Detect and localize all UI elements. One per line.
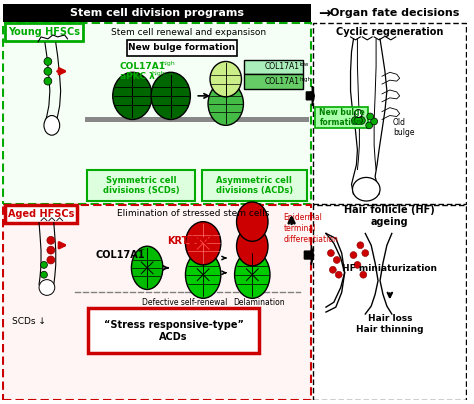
Text: Defective self-renewal: Defective self-renewal	[142, 298, 227, 307]
Text: COL17A1: COL17A1	[95, 250, 145, 260]
Ellipse shape	[185, 251, 221, 298]
Text: +: +	[188, 234, 195, 243]
Circle shape	[371, 118, 378, 125]
FancyBboxPatch shape	[313, 23, 466, 204]
FancyBboxPatch shape	[3, 205, 311, 400]
Text: Stem cell renewal and expansison: Stem cell renewal and expansison	[111, 27, 266, 36]
Text: Organ fate decisions: Organ fate decisions	[330, 8, 459, 18]
Text: Delamination: Delamination	[233, 298, 285, 307]
FancyBboxPatch shape	[127, 40, 237, 56]
Ellipse shape	[208, 82, 244, 125]
Text: Epidermal
terminal
differentiation: Epidermal terminal differentiation	[284, 213, 338, 244]
Text: KRT1: KRT1	[167, 236, 195, 246]
Circle shape	[357, 242, 364, 249]
Text: ⁻: ⁻	[139, 247, 145, 257]
Circle shape	[47, 236, 55, 244]
Ellipse shape	[235, 251, 270, 298]
Text: Stem cell division programs: Stem cell division programs	[70, 8, 244, 18]
Ellipse shape	[44, 67, 52, 75]
Text: Asymmetric cell
divisions (ACDs): Asymmetric cell divisions (ACDs)	[216, 176, 293, 195]
FancyBboxPatch shape	[245, 74, 303, 89]
Text: “Stress responsive-type”
ACDs: “Stress responsive-type” ACDs	[104, 320, 244, 341]
Text: high: high	[300, 77, 311, 82]
Text: aPKC λ: aPKC λ	[119, 72, 155, 81]
Text: →: →	[318, 6, 330, 21]
Text: New bulge
formation: New bulge formation	[319, 108, 365, 127]
FancyBboxPatch shape	[5, 205, 77, 223]
Ellipse shape	[237, 227, 268, 266]
Text: HF miniaturization: HF miniaturization	[342, 264, 438, 274]
Circle shape	[360, 271, 367, 278]
Ellipse shape	[113, 72, 152, 120]
FancyBboxPatch shape	[202, 170, 307, 201]
Text: Young HFSCs: Young HFSCs	[8, 27, 80, 37]
FancyBboxPatch shape	[87, 170, 195, 201]
Circle shape	[367, 113, 374, 120]
Text: Cyclic regeneration: Cyclic regeneration	[336, 27, 444, 37]
FancyBboxPatch shape	[3, 23, 311, 204]
Ellipse shape	[44, 77, 52, 85]
Text: Old
bulge: Old bulge	[393, 118, 414, 137]
FancyBboxPatch shape	[5, 23, 83, 41]
Circle shape	[328, 250, 334, 257]
Text: COL17A1: COL17A1	[119, 62, 165, 71]
Text: Hair follicle (HF)
ageing: Hair follicle (HF) ageing	[345, 204, 435, 227]
FancyBboxPatch shape	[315, 107, 368, 128]
Circle shape	[335, 271, 342, 278]
Ellipse shape	[185, 222, 221, 265]
Circle shape	[366, 122, 373, 129]
Ellipse shape	[44, 57, 52, 65]
Text: Aged HFSCs: Aged HFSCs	[8, 209, 74, 219]
Text: high: high	[151, 71, 165, 76]
Text: low: low	[300, 62, 309, 67]
Text: COL17A1: COL17A1	[265, 77, 300, 86]
Text: Elimination of stressed stem cells: Elimination of stressed stem cells	[117, 209, 270, 218]
Text: COL17A1: COL17A1	[265, 62, 300, 72]
FancyBboxPatch shape	[88, 308, 259, 354]
Ellipse shape	[237, 202, 268, 241]
Circle shape	[333, 257, 340, 263]
Circle shape	[40, 271, 47, 278]
Ellipse shape	[39, 280, 55, 295]
FancyBboxPatch shape	[313, 205, 466, 400]
Ellipse shape	[210, 61, 241, 97]
Circle shape	[357, 116, 365, 124]
FancyArrow shape	[304, 245, 314, 265]
Ellipse shape	[44, 116, 60, 135]
FancyBboxPatch shape	[245, 59, 303, 74]
Text: Symmetric cell
divisions (SCDs): Symmetric cell divisions (SCDs)	[103, 176, 180, 195]
Circle shape	[362, 250, 369, 257]
Text: New bulge formation: New bulge formation	[128, 43, 235, 52]
Circle shape	[352, 116, 359, 124]
Text: Hair loss
Hair thinning: Hair loss Hair thinning	[356, 314, 424, 334]
Circle shape	[350, 252, 357, 259]
Ellipse shape	[353, 177, 380, 201]
Text: +: +	[208, 234, 214, 243]
Circle shape	[329, 266, 336, 273]
FancyArrow shape	[306, 86, 314, 106]
Text: /10: /10	[192, 236, 210, 246]
Circle shape	[355, 109, 362, 118]
Ellipse shape	[151, 72, 191, 120]
Bar	[85, 116, 309, 122]
Text: SCDs ↓: SCDs ↓	[12, 318, 46, 326]
Circle shape	[354, 261, 361, 268]
Bar	[3, 4, 311, 22]
Text: high: high	[161, 61, 174, 66]
Circle shape	[47, 256, 55, 264]
Circle shape	[47, 246, 55, 254]
Circle shape	[40, 261, 47, 268]
Ellipse shape	[131, 246, 163, 289]
Circle shape	[355, 116, 362, 124]
